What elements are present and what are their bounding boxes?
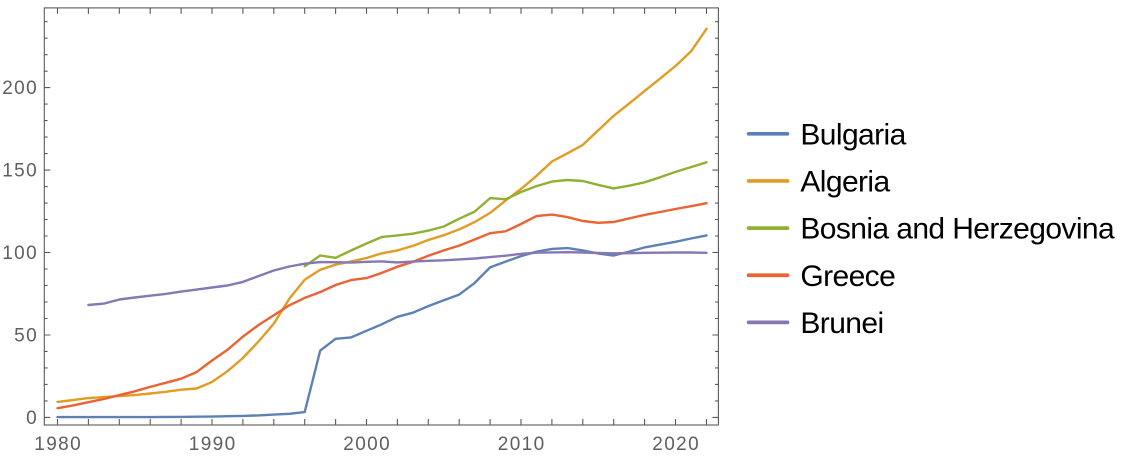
svg-text:Greece: Greece	[800, 260, 895, 293]
svg-text:Bulgaria: Bulgaria	[800, 118, 906, 151]
svg-text:0: 0	[26, 408, 38, 429]
svg-text:2000: 2000	[343, 434, 391, 455]
svg-text:1980: 1980	[34, 434, 82, 455]
svg-text:Algeria: Algeria	[800, 165, 890, 198]
svg-text:Bosnia and Herzegovina: Bosnia and Herzegovina	[800, 213, 1115, 246]
svg-text:100: 100	[2, 243, 38, 264]
svg-text:200: 200	[2, 78, 38, 99]
svg-text:50: 50	[14, 326, 38, 347]
svg-text:2020: 2020	[652, 434, 700, 455]
svg-text:150: 150	[2, 161, 38, 182]
svg-text:1990: 1990	[189, 434, 237, 455]
svg-text:Brunei: Brunei	[800, 307, 883, 340]
svg-text:2010: 2010	[498, 434, 546, 455]
